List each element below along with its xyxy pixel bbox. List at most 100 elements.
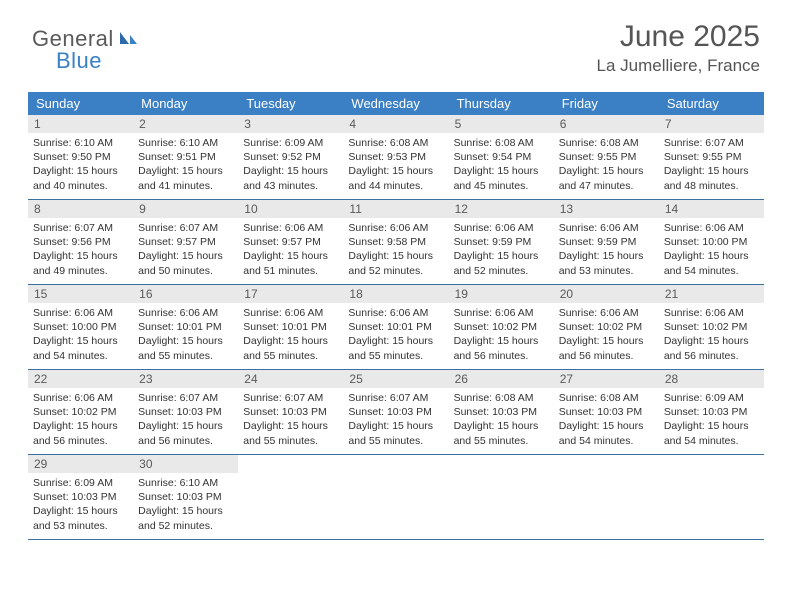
day-number: 23: [133, 370, 238, 388]
daylight-line: Daylight: 15 hours and 49 minutes.: [33, 249, 128, 277]
day-cell: .: [343, 455, 448, 539]
daylight-line: Daylight: 15 hours and 40 minutes.: [33, 164, 128, 192]
day-body: Sunrise: 6:09 AMSunset: 10:03 PMDaylight…: [28, 473, 133, 537]
day-body: Sunrise: 6:06 AMSunset: 10:00 PMDaylight…: [28, 303, 133, 367]
week-row: 29Sunrise: 6:09 AMSunset: 10:03 PMDaylig…: [28, 455, 764, 540]
day-body: Sunrise: 6:06 AMSunset: 9:59 PMDaylight:…: [449, 218, 554, 282]
day-header-wednesday: Wednesday: [343, 92, 448, 115]
day-body: Sunrise: 6:10 AMSunset: 9:51 PMDaylight:…: [133, 133, 238, 197]
sunrise-line: Sunrise: 6:06 AM: [243, 221, 338, 235]
sunrise-line: Sunrise: 6:10 AM: [33, 136, 128, 150]
daylight-line: Daylight: 15 hours and 52 minutes.: [138, 504, 233, 532]
day-body: Sunrise: 6:06 AMSunset: 9:57 PMDaylight:…: [238, 218, 343, 282]
daylight-line: Daylight: 15 hours and 55 minutes.: [243, 419, 338, 447]
day-header-monday: Monday: [133, 92, 238, 115]
day-body: Sunrise: 6:10 AMSunset: 10:03 PMDaylight…: [133, 473, 238, 537]
day-number: 19: [449, 285, 554, 303]
day-header-thursday: Thursday: [449, 92, 554, 115]
logo-word-blue: Blue: [56, 48, 102, 74]
day-cell: 17Sunrise: 6:06 AMSunset: 10:01 PMDaylig…: [238, 285, 343, 369]
day-cell: 30Sunrise: 6:10 AMSunset: 10:03 PMDaylig…: [133, 455, 238, 539]
week-row: 8Sunrise: 6:07 AMSunset: 9:56 PMDaylight…: [28, 200, 764, 285]
sunrise-line: Sunrise: 6:06 AM: [559, 221, 654, 235]
sunset-line: Sunset: 10:03 PM: [348, 405, 443, 419]
day-number: 3: [238, 115, 343, 133]
day-number: 5: [449, 115, 554, 133]
sunrise-line: Sunrise: 6:09 AM: [243, 136, 338, 150]
day-header-saturday: Saturday: [659, 92, 764, 115]
daylight-line: Daylight: 15 hours and 44 minutes.: [348, 164, 443, 192]
day-body: Sunrise: 6:08 AMSunset: 10:03 PMDaylight…: [554, 388, 659, 452]
sunset-line: Sunset: 10:03 PM: [664, 405, 759, 419]
day-body: Sunrise: 6:06 AMSunset: 10:01 PMDaylight…: [238, 303, 343, 367]
daylight-line: Daylight: 15 hours and 51 minutes.: [243, 249, 338, 277]
sunrise-line: Sunrise: 6:07 AM: [243, 391, 338, 405]
day-cell: 1Sunrise: 6:10 AMSunset: 9:50 PMDaylight…: [28, 115, 133, 199]
sunrise-line: Sunrise: 6:07 AM: [138, 391, 233, 405]
sunrise-line: Sunrise: 6:06 AM: [559, 306, 654, 320]
sunrise-line: Sunrise: 6:08 AM: [348, 136, 443, 150]
day-cell: 12Sunrise: 6:06 AMSunset: 9:59 PMDayligh…: [449, 200, 554, 284]
sunset-line: Sunset: 9:58 PM: [348, 235, 443, 249]
sunset-line: Sunset: 9:55 PM: [559, 150, 654, 164]
day-number: 11: [343, 200, 448, 218]
sunset-line: Sunset: 10:03 PM: [138, 405, 233, 419]
day-body: Sunrise: 6:09 AMSunset: 10:03 PMDaylight…: [659, 388, 764, 452]
day-cell: 19Sunrise: 6:06 AMSunset: 10:02 PMDaylig…: [449, 285, 554, 369]
sunset-line: Sunset: 9:57 PM: [243, 235, 338, 249]
day-body: Sunrise: 6:10 AMSunset: 9:50 PMDaylight:…: [28, 133, 133, 197]
sunrise-line: Sunrise: 6:07 AM: [348, 391, 443, 405]
daylight-line: Daylight: 15 hours and 52 minutes.: [348, 249, 443, 277]
day-cell: 16Sunrise: 6:06 AMSunset: 10:01 PMDaylig…: [133, 285, 238, 369]
sunset-line: Sunset: 9:53 PM: [348, 150, 443, 164]
day-cell: 26Sunrise: 6:08 AMSunset: 10:03 PMDaylig…: [449, 370, 554, 454]
day-number: 9: [133, 200, 238, 218]
sunrise-line: Sunrise: 6:10 AM: [138, 136, 233, 150]
daylight-line: Daylight: 15 hours and 43 minutes.: [243, 164, 338, 192]
day-cell: 25Sunrise: 6:07 AMSunset: 10:03 PMDaylig…: [343, 370, 448, 454]
day-number: 12: [449, 200, 554, 218]
page-header: General Blue June 2025 La Jumelliere, Fr…: [0, 0, 792, 84]
day-body: Sunrise: 6:06 AMSunset: 10:01 PMDaylight…: [343, 303, 448, 367]
day-body: Sunrise: 6:07 AMSunset: 9:55 PMDaylight:…: [659, 133, 764, 197]
daylight-line: Daylight: 15 hours and 55 minutes.: [243, 334, 338, 362]
day-number: 7: [659, 115, 764, 133]
sunrise-line: Sunrise: 6:06 AM: [33, 391, 128, 405]
day-header-friday: Friday: [554, 92, 659, 115]
sunrise-line: Sunrise: 6:08 AM: [454, 136, 549, 150]
sunset-line: Sunset: 9:56 PM: [33, 235, 128, 249]
day-body: Sunrise: 6:06 AMSunset: 10:02 PMDaylight…: [659, 303, 764, 367]
daylight-line: Daylight: 15 hours and 45 minutes.: [454, 164, 549, 192]
day-cell: 8Sunrise: 6:07 AMSunset: 9:56 PMDaylight…: [28, 200, 133, 284]
day-body: Sunrise: 6:06 AMSunset: 10:02 PMDaylight…: [449, 303, 554, 367]
day-body: Sunrise: 6:08 AMSunset: 10:03 PMDaylight…: [449, 388, 554, 452]
day-cell: 28Sunrise: 6:09 AMSunset: 10:03 PMDaylig…: [659, 370, 764, 454]
day-cell: 23Sunrise: 6:07 AMSunset: 10:03 PMDaylig…: [133, 370, 238, 454]
day-number: 30: [133, 455, 238, 473]
sunset-line: Sunset: 9:51 PM: [138, 150, 233, 164]
day-cell: 13Sunrise: 6:06 AMSunset: 9:59 PMDayligh…: [554, 200, 659, 284]
day-number: 29: [28, 455, 133, 473]
day-number: 24: [238, 370, 343, 388]
sunset-line: Sunset: 10:01 PM: [243, 320, 338, 334]
sunset-line: Sunset: 9:59 PM: [454, 235, 549, 249]
day-number: 6: [554, 115, 659, 133]
day-number: 18: [343, 285, 448, 303]
month-title: June 2025: [597, 20, 760, 54]
sunset-line: Sunset: 10:03 PM: [454, 405, 549, 419]
day-cell: 2Sunrise: 6:10 AMSunset: 9:51 PMDaylight…: [133, 115, 238, 199]
daylight-line: Daylight: 15 hours and 50 minutes.: [138, 249, 233, 277]
day-cell: .: [554, 455, 659, 539]
sunrise-line: Sunrise: 6:08 AM: [559, 136, 654, 150]
day-cell: 15Sunrise: 6:06 AMSunset: 10:00 PMDaylig…: [28, 285, 133, 369]
weeks-container: 1Sunrise: 6:10 AMSunset: 9:50 PMDaylight…: [28, 115, 764, 540]
sunset-line: Sunset: 9:50 PM: [33, 150, 128, 164]
location-label: La Jumelliere, France: [597, 56, 760, 76]
sunset-line: Sunset: 9:55 PM: [664, 150, 759, 164]
day-body: Sunrise: 6:06 AMSunset: 10:02 PMDaylight…: [554, 303, 659, 367]
week-row: 15Sunrise: 6:06 AMSunset: 10:00 PMDaylig…: [28, 285, 764, 370]
sunset-line: Sunset: 9:52 PM: [243, 150, 338, 164]
sunset-line: Sunset: 9:57 PM: [138, 235, 233, 249]
day-cell: 20Sunrise: 6:06 AMSunset: 10:02 PMDaylig…: [554, 285, 659, 369]
day-body: Sunrise: 6:06 AMSunset: 9:58 PMDaylight:…: [343, 218, 448, 282]
